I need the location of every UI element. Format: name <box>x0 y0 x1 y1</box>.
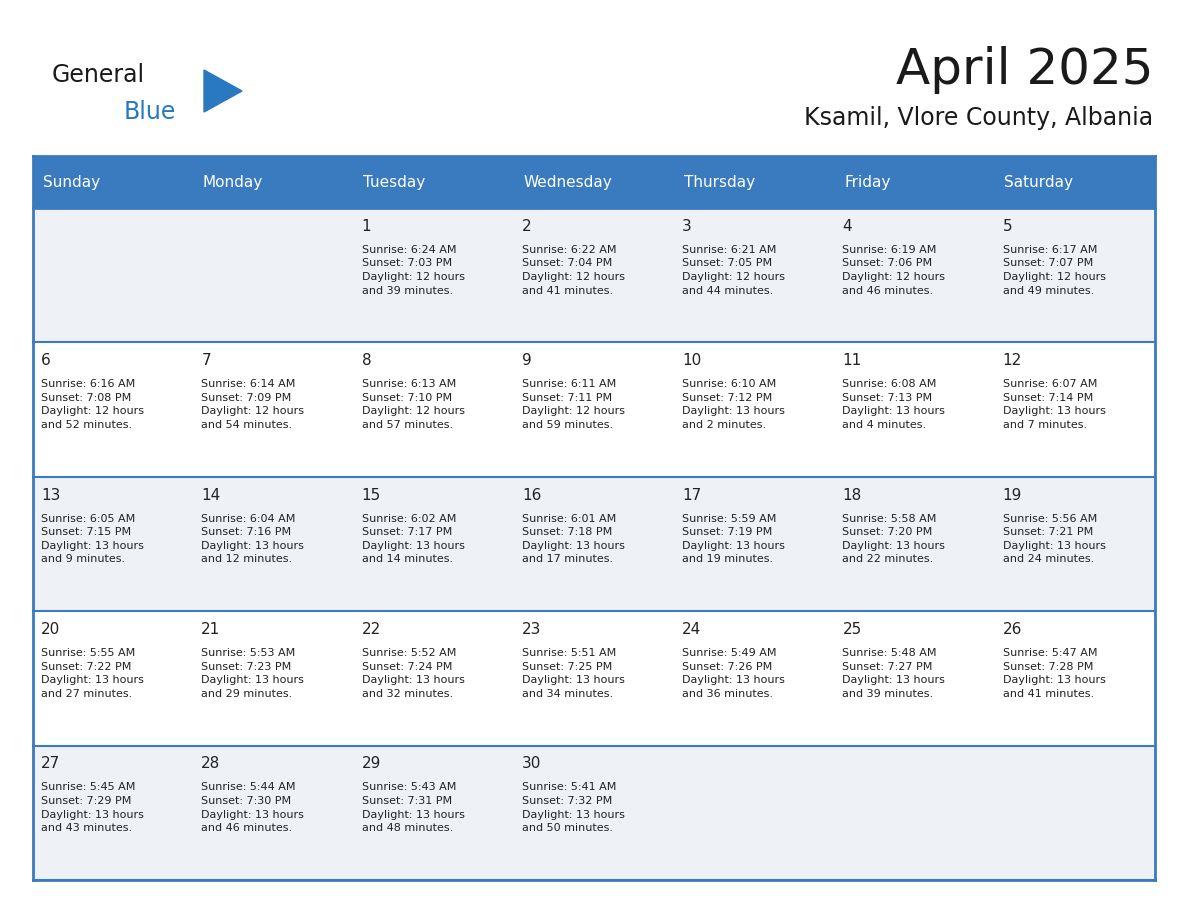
Text: 2: 2 <box>522 218 531 234</box>
Text: Friday: Friday <box>843 174 891 189</box>
Bar <box>33 476 1155 611</box>
Bar <box>33 611 1155 745</box>
Text: Thursday: Thursday <box>684 174 754 189</box>
Text: Sunrise: 5:48 AM
Sunset: 7:27 PM
Daylight: 13 hours
and 39 minutes.: Sunrise: 5:48 AM Sunset: 7:27 PM Dayligh… <box>842 648 946 699</box>
Text: 24: 24 <box>682 622 701 637</box>
Text: 18: 18 <box>842 487 861 502</box>
Text: 23: 23 <box>522 622 542 637</box>
Text: Sunrise: 6:17 AM
Sunset: 7:07 PM
Daylight: 12 hours
and 49 minutes.: Sunrise: 6:17 AM Sunset: 7:07 PM Dayligh… <box>1003 245 1106 296</box>
Text: 5: 5 <box>1003 218 1012 234</box>
Bar <box>33 342 1155 476</box>
Bar <box>194 156 354 208</box>
Text: Sunrise: 6:22 AM
Sunset: 7:04 PM
Daylight: 12 hours
and 41 minutes.: Sunrise: 6:22 AM Sunset: 7:04 PM Dayligh… <box>522 245 625 296</box>
Text: Sunrise: 6:08 AM
Sunset: 7:13 PM
Daylight: 13 hours
and 4 minutes.: Sunrise: 6:08 AM Sunset: 7:13 PM Dayligh… <box>842 379 946 430</box>
Text: 9: 9 <box>522 353 531 368</box>
Text: Tuesday: Tuesday <box>364 174 425 189</box>
Text: 7: 7 <box>201 353 211 368</box>
Text: Sunrise: 6:11 AM
Sunset: 7:11 PM
Daylight: 12 hours
and 59 minutes.: Sunrise: 6:11 AM Sunset: 7:11 PM Dayligh… <box>522 379 625 430</box>
Bar <box>354 156 514 208</box>
Bar <box>834 156 994 208</box>
Text: 14: 14 <box>201 487 221 502</box>
Bar <box>994 156 1155 208</box>
Text: General: General <box>52 63 145 87</box>
Text: Blue: Blue <box>124 100 176 124</box>
Text: Sunrise: 5:43 AM
Sunset: 7:31 PM
Daylight: 13 hours
and 48 minutes.: Sunrise: 5:43 AM Sunset: 7:31 PM Dayligh… <box>361 782 465 834</box>
Text: Sunrise: 6:16 AM
Sunset: 7:08 PM
Daylight: 12 hours
and 52 minutes.: Sunrise: 6:16 AM Sunset: 7:08 PM Dayligh… <box>42 379 144 430</box>
Text: Saturday: Saturday <box>1004 174 1073 189</box>
Text: Wednesday: Wednesday <box>524 174 612 189</box>
Text: 19: 19 <box>1003 487 1022 502</box>
Text: Sunrise: 5:44 AM
Sunset: 7:30 PM
Daylight: 13 hours
and 46 minutes.: Sunrise: 5:44 AM Sunset: 7:30 PM Dayligh… <box>201 782 304 834</box>
Text: 10: 10 <box>682 353 701 368</box>
Text: Sunrise: 5:59 AM
Sunset: 7:19 PM
Daylight: 13 hours
and 19 minutes.: Sunrise: 5:59 AM Sunset: 7:19 PM Dayligh… <box>682 513 785 565</box>
Text: Sunrise: 5:53 AM
Sunset: 7:23 PM
Daylight: 13 hours
and 29 minutes.: Sunrise: 5:53 AM Sunset: 7:23 PM Dayligh… <box>201 648 304 699</box>
Polygon shape <box>204 70 242 112</box>
Text: 22: 22 <box>361 622 381 637</box>
Text: Sunrise: 6:01 AM
Sunset: 7:18 PM
Daylight: 13 hours
and 17 minutes.: Sunrise: 6:01 AM Sunset: 7:18 PM Dayligh… <box>522 513 625 565</box>
Text: 20: 20 <box>42 622 61 637</box>
Text: 27: 27 <box>42 756 61 771</box>
Bar <box>514 156 674 208</box>
Text: Sunrise: 6:02 AM
Sunset: 7:17 PM
Daylight: 13 hours
and 14 minutes.: Sunrise: 6:02 AM Sunset: 7:17 PM Dayligh… <box>361 513 465 565</box>
Text: Sunrise: 5:49 AM
Sunset: 7:26 PM
Daylight: 13 hours
and 36 minutes.: Sunrise: 5:49 AM Sunset: 7:26 PM Dayligh… <box>682 648 785 699</box>
Text: Sunrise: 6:07 AM
Sunset: 7:14 PM
Daylight: 13 hours
and 7 minutes.: Sunrise: 6:07 AM Sunset: 7:14 PM Dayligh… <box>1003 379 1106 430</box>
Text: 26: 26 <box>1003 622 1022 637</box>
Text: Sunrise: 5:58 AM
Sunset: 7:20 PM
Daylight: 13 hours
and 22 minutes.: Sunrise: 5:58 AM Sunset: 7:20 PM Dayligh… <box>842 513 946 565</box>
Text: Sunrise: 6:05 AM
Sunset: 7:15 PM
Daylight: 13 hours
and 9 minutes.: Sunrise: 6:05 AM Sunset: 7:15 PM Dayligh… <box>42 513 144 565</box>
Text: Sunrise: 6:14 AM
Sunset: 7:09 PM
Daylight: 12 hours
and 54 minutes.: Sunrise: 6:14 AM Sunset: 7:09 PM Dayligh… <box>201 379 304 430</box>
Bar <box>33 745 1155 880</box>
Text: Sunrise: 6:21 AM
Sunset: 7:05 PM
Daylight: 12 hours
and 44 minutes.: Sunrise: 6:21 AM Sunset: 7:05 PM Dayligh… <box>682 245 785 296</box>
Text: Sunrise: 6:10 AM
Sunset: 7:12 PM
Daylight: 13 hours
and 2 minutes.: Sunrise: 6:10 AM Sunset: 7:12 PM Dayligh… <box>682 379 785 430</box>
Text: 29: 29 <box>361 756 381 771</box>
Text: Sunday: Sunday <box>43 174 100 189</box>
Text: Sunrise: 5:51 AM
Sunset: 7:25 PM
Daylight: 13 hours
and 34 minutes.: Sunrise: 5:51 AM Sunset: 7:25 PM Dayligh… <box>522 648 625 699</box>
Text: Sunrise: 5:56 AM
Sunset: 7:21 PM
Daylight: 13 hours
and 24 minutes.: Sunrise: 5:56 AM Sunset: 7:21 PM Dayligh… <box>1003 513 1106 565</box>
Text: 25: 25 <box>842 622 861 637</box>
Text: Sunrise: 5:45 AM
Sunset: 7:29 PM
Daylight: 13 hours
and 43 minutes.: Sunrise: 5:45 AM Sunset: 7:29 PM Dayligh… <box>42 782 144 834</box>
Text: 30: 30 <box>522 756 542 771</box>
Text: Ksamil, Vlore County, Albania: Ksamil, Vlore County, Albania <box>804 106 1154 130</box>
Text: Sunrise: 6:04 AM
Sunset: 7:16 PM
Daylight: 13 hours
and 12 minutes.: Sunrise: 6:04 AM Sunset: 7:16 PM Dayligh… <box>201 513 304 565</box>
Text: 1: 1 <box>361 218 371 234</box>
Text: 8: 8 <box>361 353 371 368</box>
Text: Sunrise: 6:19 AM
Sunset: 7:06 PM
Daylight: 12 hours
and 46 minutes.: Sunrise: 6:19 AM Sunset: 7:06 PM Dayligh… <box>842 245 946 296</box>
Text: Sunrise: 5:55 AM
Sunset: 7:22 PM
Daylight: 13 hours
and 27 minutes.: Sunrise: 5:55 AM Sunset: 7:22 PM Dayligh… <box>42 648 144 699</box>
Text: 13: 13 <box>42 487 61 502</box>
Text: 3: 3 <box>682 218 691 234</box>
Text: 17: 17 <box>682 487 701 502</box>
Text: Sunrise: 5:52 AM
Sunset: 7:24 PM
Daylight: 13 hours
and 32 minutes.: Sunrise: 5:52 AM Sunset: 7:24 PM Dayligh… <box>361 648 465 699</box>
Text: 4: 4 <box>842 218 852 234</box>
Text: Sunrise: 5:47 AM
Sunset: 7:28 PM
Daylight: 13 hours
and 41 minutes.: Sunrise: 5:47 AM Sunset: 7:28 PM Dayligh… <box>1003 648 1106 699</box>
Text: Sunrise: 5:41 AM
Sunset: 7:32 PM
Daylight: 13 hours
and 50 minutes.: Sunrise: 5:41 AM Sunset: 7:32 PM Dayligh… <box>522 782 625 834</box>
Text: 21: 21 <box>201 622 221 637</box>
Text: 11: 11 <box>842 353 861 368</box>
Text: 6: 6 <box>42 353 51 368</box>
Text: Sunrise: 6:24 AM
Sunset: 7:03 PM
Daylight: 12 hours
and 39 minutes.: Sunrise: 6:24 AM Sunset: 7:03 PM Dayligh… <box>361 245 465 296</box>
Text: Monday: Monday <box>203 174 264 189</box>
Text: 15: 15 <box>361 487 381 502</box>
Bar <box>33 208 1155 342</box>
Text: 12: 12 <box>1003 353 1022 368</box>
Text: 16: 16 <box>522 487 542 502</box>
Text: 28: 28 <box>201 756 221 771</box>
Text: April 2025: April 2025 <box>896 46 1154 94</box>
Bar <box>674 156 834 208</box>
Bar <box>33 156 194 208</box>
Text: Sunrise: 6:13 AM
Sunset: 7:10 PM
Daylight: 12 hours
and 57 minutes.: Sunrise: 6:13 AM Sunset: 7:10 PM Dayligh… <box>361 379 465 430</box>
